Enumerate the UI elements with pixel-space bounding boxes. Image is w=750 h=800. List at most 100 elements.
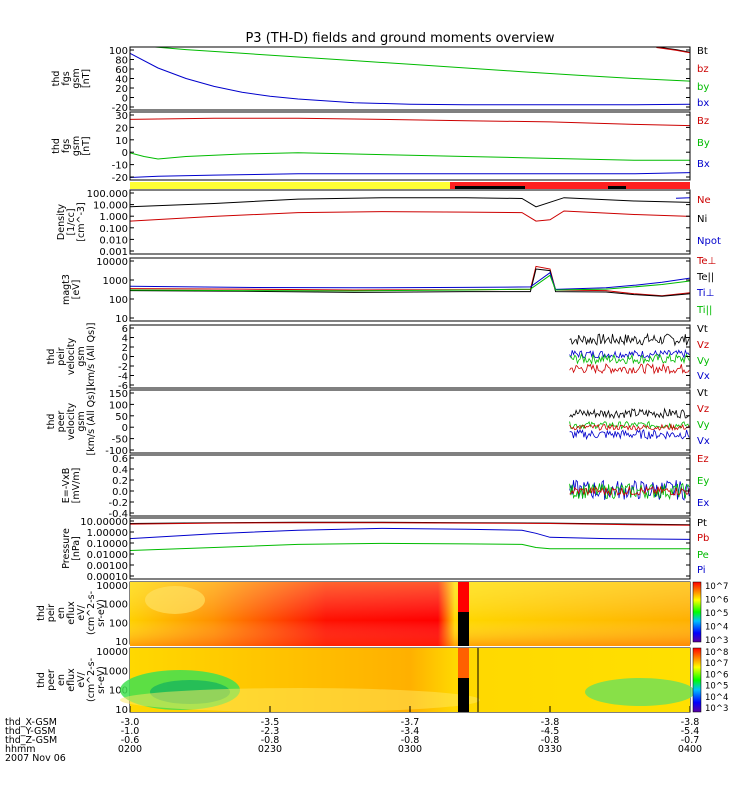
y-label-line: [eV] [71,280,82,300]
y-label-line: en [56,674,67,686]
y-label-line: [cm^-3] [76,202,87,241]
y-tick-label: -20 [112,173,128,184]
y-label-line: thd [46,349,57,365]
date-label: 2007 Nov 06 [5,753,66,764]
y-tick-label: 0.6 [112,454,128,465]
y-tick-label: 0.00010 [87,572,128,583]
y-tick-label: 60 [115,65,128,76]
y-label-line: thd [36,672,47,688]
series-Te|| [130,268,690,297]
series-Ez [569,485,690,497]
y-tick-label: -50 [112,435,128,446]
y-axis-label: thd peer en eflux eV/(cm^2-s-sr-eV) [36,658,107,702]
electron-gap-orange [458,648,469,678]
series-Ti⊥ [130,271,690,290]
series-Npot [675,197,690,199]
legend-By: By [697,138,710,149]
x-tick-label: -1.0 [121,726,140,737]
legend-Ti⊥: Ti⊥ [696,288,714,299]
y-tick-label: 0 [122,148,128,159]
legend-Ti||: Ti|| [696,305,712,316]
y-tick-label: 0.010 [99,235,128,246]
y-tick-label: 0 [122,94,128,105]
ion-spectrogram-shade [130,582,690,646]
y-label-line: [1/cc] [66,208,77,235]
y-tick-label: 10 [115,314,128,325]
y-label-line: Density [56,204,67,240]
y-axis-label: thd fgs gsm [nT] [51,68,92,88]
x-tick-label: -3.8 [541,717,560,728]
y-label-line: [nT] [81,69,92,88]
x-row-label: thd_Z-GSM [5,735,57,746]
colorbar-label: 10^6 [705,670,728,680]
electron-colorbar [692,647,702,713]
y-label-line: thd [51,71,62,87]
legend-Pe: Pe [697,550,709,561]
y-tick-label: 40 [115,75,128,86]
panel-5-data [569,332,690,375]
y-label-line: sr-eV) [96,666,107,694]
y-label-line: fgs [61,71,72,85]
series-By [130,152,690,161]
ion-colorbar [692,581,702,643]
y-tick-label: 20 [115,84,128,95]
x-tick-label: -0.7 [681,735,700,746]
y-label-line: gsm [76,346,87,366]
legend-Vz: Vz [697,340,709,351]
y-tick-label: 10 [115,136,128,147]
y-tick-label: 100 [109,46,128,57]
y-tick-label: -0.2 [108,498,128,509]
x-tick-label: -3.5 [261,717,280,728]
series-Pe [130,542,690,551]
panel-4-data [130,265,690,297]
y-tick-label: -0.4 [108,509,128,520]
y-label-line: thd [51,138,62,154]
colorbar-label: 10^3 [705,636,728,646]
series-Pi [130,527,690,540]
y-tick-label: 4 [122,334,128,345]
x-tick-label: -3.7 [401,717,420,728]
panel-6-data [569,407,690,441]
panel-frame [129,111,691,181]
x-tick-label: 0330 [538,744,562,755]
y-label-line: [nPa] [71,536,82,561]
y-tick-label: 10000 [96,581,128,592]
chart-title: P3 (TH-D) fields and ground moments over… [245,31,554,46]
legend-Ey: Ey [697,476,709,487]
x-tick-label: 0400 [678,744,702,755]
y-tick-label: 1.00000 [87,528,128,539]
series-Bx [130,172,690,178]
y-label-line: fgs [61,139,72,153]
series-Te⊥ [130,265,690,297]
y-axis-label: thd peer velocity gsm [km/s (All Qs)] [46,388,97,456]
colorbar-label: 10^6 [705,596,728,606]
series-Vy [569,352,690,366]
y-label-line: peir [46,604,57,623]
electron-patch-mid [120,688,480,712]
y-label-line: gsm [71,68,82,88]
y-tick-label: 150 [109,389,128,400]
y-tick-label: -2 [118,362,128,373]
y-label-line: Pressure [61,528,72,569]
y-label-line: velocity [66,338,77,376]
y-label-line: (cm^2-s- [86,658,97,702]
x-tick-label: 0300 [398,744,422,755]
y-label-line: thd [46,414,57,430]
legend-Bt: Bt [697,46,708,57]
series-Bz [130,117,690,127]
colorbar-label: 10^4 [705,693,728,703]
panel-8-data [130,521,690,551]
panel-3: 100.00010.0001.0000.1000.0100.001 Density… [56,189,721,258]
y-label-line: thd [36,605,47,621]
legend-Te⊥: Te⊥ [696,256,716,267]
y-tick-label: 50 [115,412,128,423]
y-tick-label: 10000 [96,647,128,658]
series-Vt [569,407,690,420]
y-label-line: eflux [66,601,77,625]
y-label-line: gsm [76,411,87,431]
y-label-line: velocity [66,403,77,441]
